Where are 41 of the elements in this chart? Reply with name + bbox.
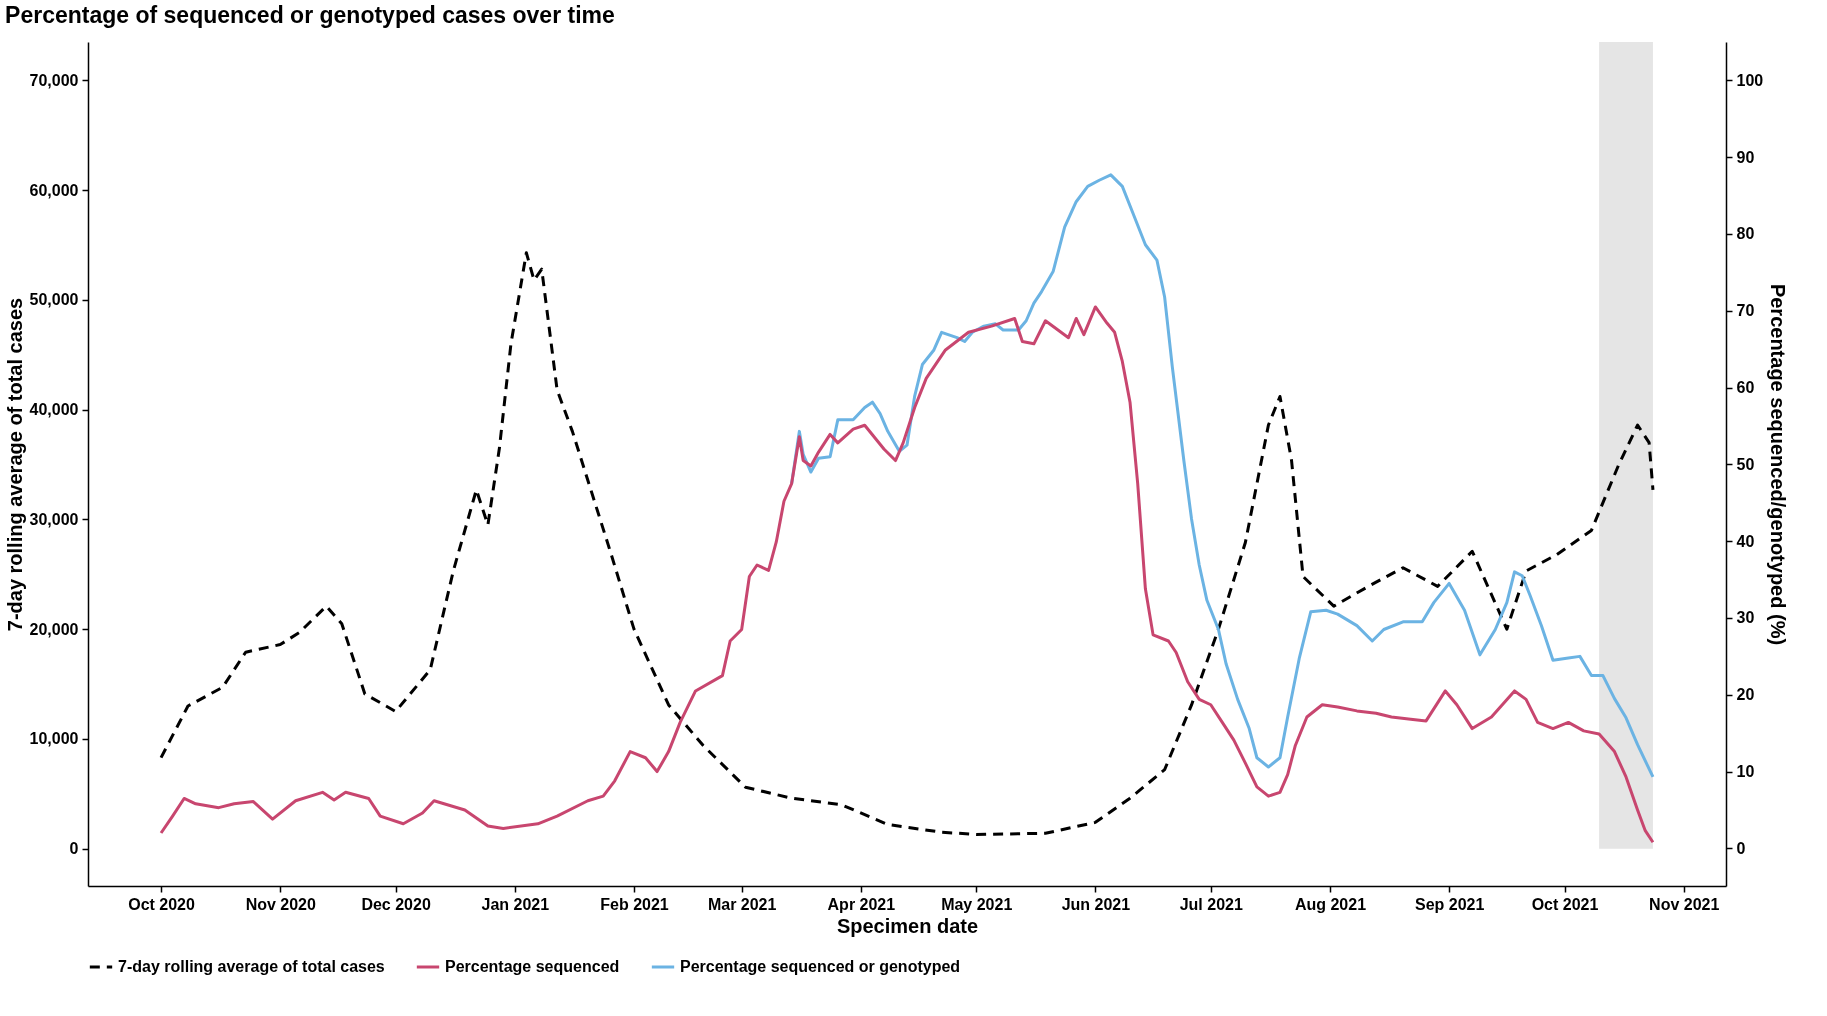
y2-tick-label: 60: [1736, 379, 1755, 397]
chart-title: Percentage of sequenced or genotyped cases over time: [5, 2, 615, 28]
y2-tick-label: 10: [1736, 763, 1755, 781]
y-tick-label: 50,000: [29, 291, 79, 309]
x-tick-label: Sep 2021: [1414, 895, 1485, 913]
legend-label: Percentage sequenced or genotyped: [680, 958, 961, 975]
y2-tick-label: 70: [1736, 302, 1755, 320]
x-tick-label: Jan 2021: [481, 895, 550, 913]
x-tick-label: Feb 2021: [600, 895, 669, 913]
y-tick-label: 40,000: [29, 401, 79, 419]
y-tick-label: 30,000: [29, 510, 79, 528]
legend-label: 7-day rolling average of total cases: [118, 958, 385, 975]
x-tick-label: Jun 2021: [1061, 895, 1131, 913]
y-tick-label: 0: [69, 840, 79, 858]
legend-label: Percentage sequenced: [445, 958, 620, 975]
y2-axis-title: Percentage sequenced/genotyped (%): [1767, 283, 1790, 646]
x-tick-label: Oct 2020: [128, 895, 196, 913]
y2-tick-label: 0: [1736, 839, 1746, 857]
y2-tick-label: 50: [1736, 455, 1755, 473]
y2-tick-label: 90: [1736, 148, 1755, 166]
x-tick-label: Nov 2021: [1649, 895, 1720, 913]
x-axis-title: Specimen date: [836, 914, 979, 937]
y2-tick-label: 40: [1736, 532, 1755, 550]
y-tick-label: 20,000: [29, 620, 79, 638]
y2-tick-label: 80: [1736, 225, 1755, 243]
y2-tick-label: 20: [1736, 686, 1755, 704]
y-tick-label: 10,000: [29, 730, 79, 748]
line-series: [790, 173, 1655, 779]
x-tick-label: Dec 2020: [361, 895, 431, 913]
x-tick-label: Nov 2020: [245, 895, 316, 913]
y2-tick-label: 30: [1736, 609, 1755, 627]
x-tick-label: Mar 2021: [707, 895, 777, 913]
y-axis-title: 7-day rolling average of total cases: [3, 297, 26, 632]
x-tick-label: May 2021: [941, 895, 1013, 913]
x-tick-label: Oct 2021: [1531, 895, 1599, 913]
y-tick-label: 70,000: [29, 71, 79, 89]
x-tick-label: Jul 2021: [1179, 895, 1243, 913]
y-tick-label: 60,000: [29, 181, 79, 199]
x-tick-label: Aug 2021: [1294, 895, 1367, 913]
y2-tick-label: 100: [1736, 71, 1764, 89]
x-tick-label: Apr 2021: [827, 895, 896, 913]
